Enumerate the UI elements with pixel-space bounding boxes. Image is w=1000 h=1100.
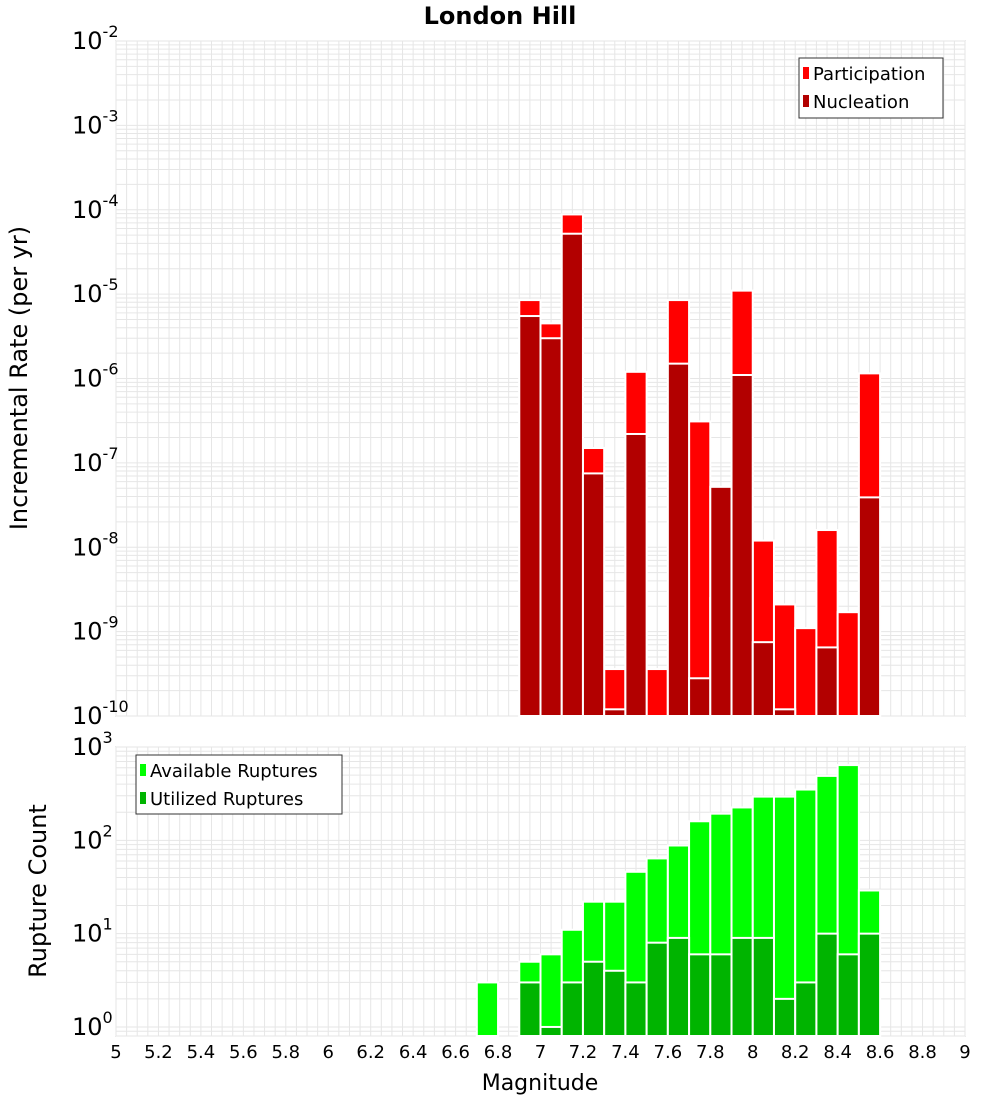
utilized-bar <box>539 1025 563 1037</box>
x-axis-label: Magnitude <box>482 1071 599 1096</box>
x-tick-label: 5.8 <box>271 1042 300 1063</box>
nucleation-bar <box>815 646 839 718</box>
participation-bar <box>794 627 818 718</box>
participation-legend-swatch <box>803 67 809 79</box>
x-tick-label: 9 <box>959 1042 970 1063</box>
nucleation-bar <box>730 374 754 717</box>
bottom-y-tick-label: 101 <box>72 915 113 948</box>
x-tick-label: 5.2 <box>144 1042 173 1063</box>
utilized-bar <box>772 997 797 1037</box>
rupture-count-plot: 103 102 101 100 Rupture Count Available Rup… <box>24 728 966 1041</box>
top-y-axis-label: Incremental Rate (per yr) <box>5 226 33 530</box>
nucleation-legend-swatch <box>803 95 809 107</box>
bottom-y-axis-label: Rupture Count <box>24 804 52 978</box>
available-bar <box>539 953 563 1038</box>
nucleation-legend-label: Nucleation <box>813 92 909 113</box>
utilized-bar <box>645 941 669 1037</box>
utilized-bar <box>624 981 648 1037</box>
participation-legend-label: Participation <box>813 64 925 85</box>
nucleation-bar <box>857 496 882 718</box>
x-tick-label: 6.6 <box>441 1042 470 1063</box>
top-y-tick-label: 10-8 <box>72 528 119 561</box>
nucleation-bar <box>666 362 691 717</box>
top-grid <box>115 40 966 717</box>
x-tick-label: 7.2 <box>569 1042 598 1063</box>
top-legend-box <box>798 57 944 119</box>
x-tick-label: 5 <box>110 1042 121 1063</box>
x-tick-label: 6.4 <box>399 1042 428 1063</box>
x-tick-label: 6 <box>323 1042 334 1063</box>
available-legend-label: Available Ruptures <box>150 761 318 782</box>
participation-bar <box>688 420 712 717</box>
x-tick-label: 6.2 <box>356 1042 385 1063</box>
utilized-bar <box>730 936 754 1037</box>
participation-bar <box>836 611 860 717</box>
bottom-y-tick-label: 102 <box>72 821 113 854</box>
bottom-y-tick-label: 100 <box>72 1008 113 1041</box>
top-y-ticks: 10-2 10-3 10-4 10-5 10-6 10-7 10-8 10-9 10-10 <box>72 22 129 730</box>
bottom-legend: Available Ruptures Utilized Ruptures <box>135 754 343 815</box>
top-legend: Participation Nucleation <box>798 57 944 119</box>
nucleation-bar <box>772 708 797 718</box>
nucleation-bar <box>688 677 712 718</box>
nucleation-bar <box>581 472 606 718</box>
top-y-tick-label: 10-9 <box>72 613 119 646</box>
utilized-bar <box>751 936 775 1037</box>
x-tick-label: 8.8 <box>908 1042 937 1063</box>
nucleation-bar <box>751 641 775 717</box>
nucleation-bar <box>624 432 648 717</box>
available-bar <box>475 981 500 1037</box>
x-tick-label: 8.2 <box>781 1042 810 1063</box>
utilized-bar <box>518 981 542 1037</box>
x-tick-label: 5.4 <box>187 1042 216 1063</box>
nucleation-bar <box>539 337 563 717</box>
utilized-bar <box>815 932 839 1037</box>
utilized-bar <box>603 969 627 1038</box>
utilized-bar <box>794 981 818 1037</box>
bottom-y-ticks: 103 102 101 100 <box>72 728 113 1041</box>
available-legend-swatch <box>140 764 146 776</box>
x-tick-label: 8.6 <box>866 1042 895 1063</box>
x-ticks: 5 5.2 5.4 5.6 5.8 6 6.2 6.4 6.6 6.8 7 7.2 7.4 7.6 7.8 8… <box>110 1042 970 1063</box>
x-tick-label: 7.6 <box>654 1042 683 1063</box>
utilized-bar <box>857 932 882 1037</box>
x-tick-label: 7.4 <box>611 1042 640 1063</box>
nucleation-bar <box>560 232 584 717</box>
bottom-legend-box <box>135 754 343 815</box>
utilized-bar <box>688 953 712 1038</box>
top-y-tick-label: 10-6 <box>72 360 119 393</box>
utilized-bar <box>666 936 691 1037</box>
x-tick-label: 8.4 <box>823 1042 852 1063</box>
utilized-legend-label: Utilized Ruptures <box>150 789 303 810</box>
bottom-bars <box>475 764 882 1038</box>
chart-title: London Hill <box>424 2 577 30</box>
utilized-bar <box>836 953 860 1038</box>
utilized-bar <box>709 953 733 1038</box>
top-y-tick-label: 10-4 <box>72 191 119 224</box>
utilized-legend-swatch <box>140 792 146 804</box>
nucleation-bar <box>603 708 627 718</box>
top-y-tick-label: 10-10 <box>72 697 129 730</box>
top-y-tick-label: 10-7 <box>72 444 119 477</box>
participation-bar <box>645 668 669 717</box>
participation-bar <box>772 603 797 717</box>
top-bars <box>518 213 882 718</box>
participation-nucleation-plot: 10-2 10-3 10-4 10-5 10-6 10-7 10-8 10-9 10-10 In… <box>5 22 966 730</box>
top-y-tick-label: 10-3 <box>72 106 119 139</box>
x-tick-label: 5.6 <box>229 1042 258 1063</box>
nucleation-bar <box>709 485 733 717</box>
x-tick-label: 6.8 <box>484 1042 513 1063</box>
utilized-bar <box>581 960 606 1038</box>
bottom-y-tick-label: 103 <box>72 728 113 761</box>
nucleation-bar <box>518 315 542 717</box>
utilized-bar <box>560 981 584 1037</box>
top-y-tick-label: 10-5 <box>72 275 119 308</box>
x-tick-label: 7.8 <box>696 1042 725 1063</box>
top-y-tick-label: 10-2 <box>72 22 119 55</box>
x-tick-label: 7 <box>535 1042 546 1063</box>
x-tick-label: 8 <box>747 1042 758 1063</box>
